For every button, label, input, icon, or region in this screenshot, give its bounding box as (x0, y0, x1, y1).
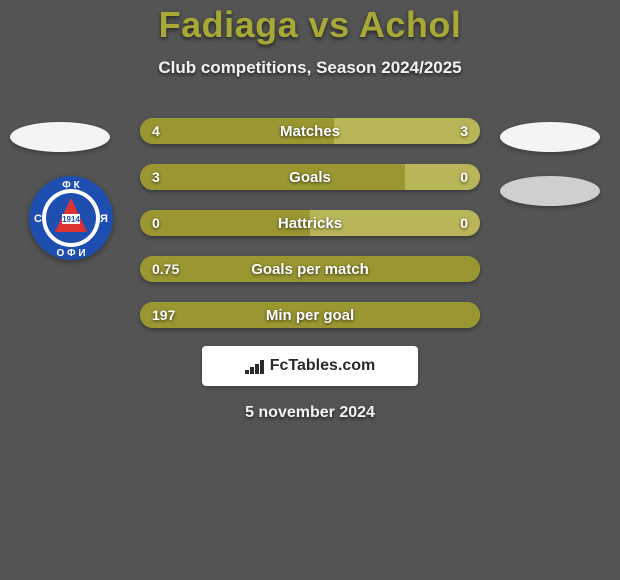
comparison-card: Fadiaga vs Achol Club competitions, Seas… (0, 0, 620, 580)
stat-bar-left (140, 118, 334, 144)
stat-value-left: 197 (152, 302, 175, 328)
stat-value-left: 0.75 (152, 256, 179, 282)
stat-value-left: 3 (152, 164, 160, 190)
stat-row: Hattricks00 (140, 210, 480, 236)
stat-value-right: 3 (460, 118, 468, 144)
stat-value-right: 0 (460, 164, 468, 190)
stats-table: Matches43Goals30Hattricks00Goals per mat… (0, 118, 620, 328)
attribution-badge[interactable]: FcTables.com (202, 346, 418, 386)
stat-row: Goals30 (140, 164, 480, 190)
page-title: Fadiaga vs Achol (159, 4, 462, 46)
stat-row: Matches43 (140, 118, 480, 144)
stat-bar-left (140, 164, 405, 190)
stat-bar-left (140, 302, 480, 328)
stat-bar-left (140, 210, 310, 236)
footer-date: 5 november 2024 (245, 404, 375, 422)
stat-row: Goals per match0.75 (140, 256, 480, 282)
stat-bar-right (405, 164, 480, 190)
bar-chart-icon (245, 358, 264, 374)
stat-bar-right (334, 118, 480, 144)
stat-bar-right (310, 210, 480, 236)
stat-value-left: 4 (152, 118, 160, 144)
stat-value-right: 0 (460, 210, 468, 236)
stat-value-left: 0 (152, 210, 160, 236)
stat-bar-left (140, 256, 480, 282)
page-subtitle: Club competitions, Season 2024/2025 (158, 58, 461, 78)
attribution-text: FcTables.com (270, 357, 376, 375)
stat-row: Min per goal197 (140, 302, 480, 328)
